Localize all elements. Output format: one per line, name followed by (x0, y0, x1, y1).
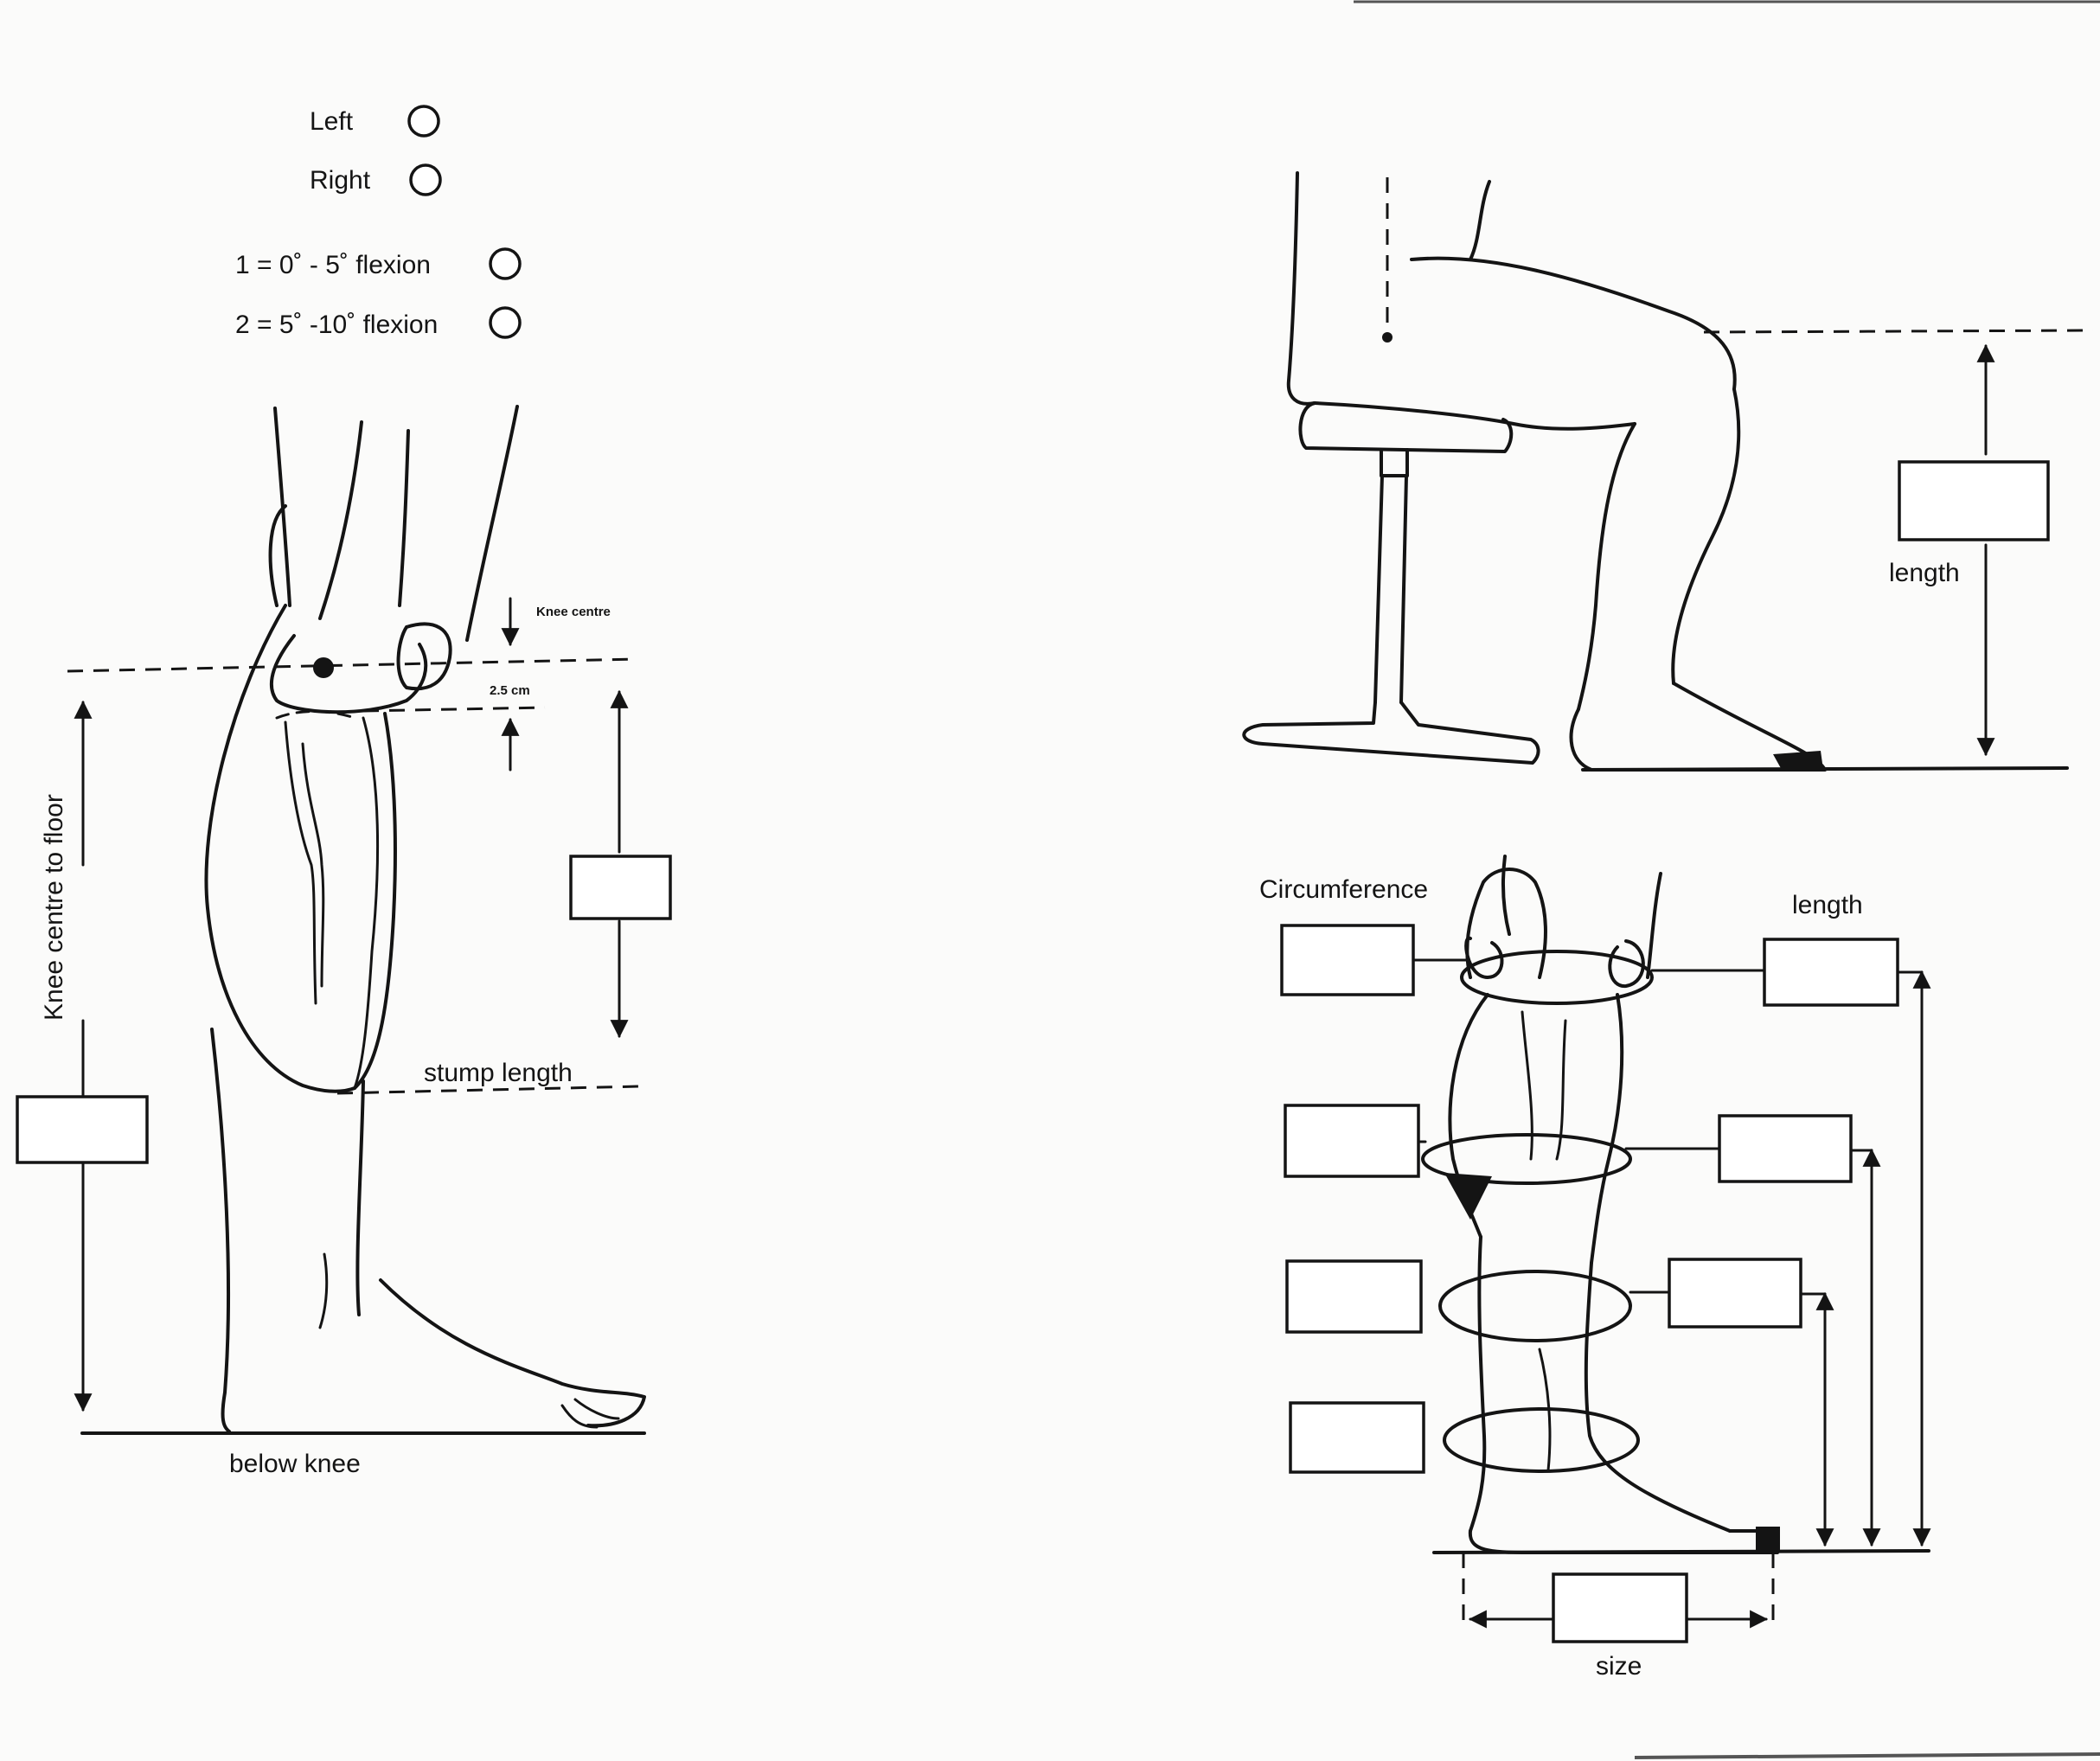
stump-length-input[interactable] (569, 855, 672, 920)
right-radio[interactable] (409, 163, 442, 196)
side-options: Left Right 1 = 0˚ - 5˚ flexion 2 = 5˚ -1… (235, 105, 522, 339)
length-2-input[interactable] (1718, 1114, 1853, 1183)
knee-centre-to-floor-input[interactable] (16, 1095, 149, 1164)
left-option-label: Left (310, 107, 354, 136)
measure-length-label: length (1792, 891, 1863, 919)
circumference-label: Circumference (1259, 875, 1428, 904)
below-knee-leg-illustration: Knee centre 2.5 cm Knee centre to floor … (16, 405, 672, 1478)
seated-leg-illustration: length (1242, 171, 2094, 772)
offset-label: 2.5 cm (490, 683, 530, 698)
circumference-2-input[interactable] (1284, 1104, 1420, 1178)
knee-centre-to-floor-label: Knee centre to floor (40, 794, 68, 1021)
circumference-3-input[interactable] (1285, 1259, 1423, 1334)
flexion-1-label: 1 = 0˚ - 5˚ flexion (235, 251, 431, 279)
length-1-input[interactable] (1763, 938, 1899, 1007)
circumference-4-input[interactable] (1289, 1401, 1425, 1474)
foot-size-input[interactable] (1552, 1572, 1688, 1643)
right-option-label: Right (310, 166, 371, 195)
flexion-1-radio[interactable] (489, 247, 522, 280)
foot-size-label: size (1596, 1652, 1642, 1681)
below-knee-caption: below knee (229, 1450, 361, 1478)
length-3-input[interactable] (1668, 1258, 1802, 1329)
knee-centre-label: Knee centre (536, 605, 611, 619)
knee-centre-dot (313, 657, 334, 678)
circumference-1-input[interactable] (1280, 924, 1415, 996)
left-radio[interactable] (407, 105, 440, 138)
circumference-measurement-illustration: Circumference length size (1259, 855, 1931, 1681)
scan-edge-bottom (1634, 1752, 2100, 1759)
flexion-2-label: 2 = 5˚ -10˚ flexion (235, 311, 438, 339)
stump-length-label: stump length (424, 1059, 573, 1087)
seated-length-input[interactable] (1898, 460, 2050, 541)
flexion-2-radio[interactable] (489, 306, 522, 339)
seated-length-label: length (1889, 559, 1960, 587)
